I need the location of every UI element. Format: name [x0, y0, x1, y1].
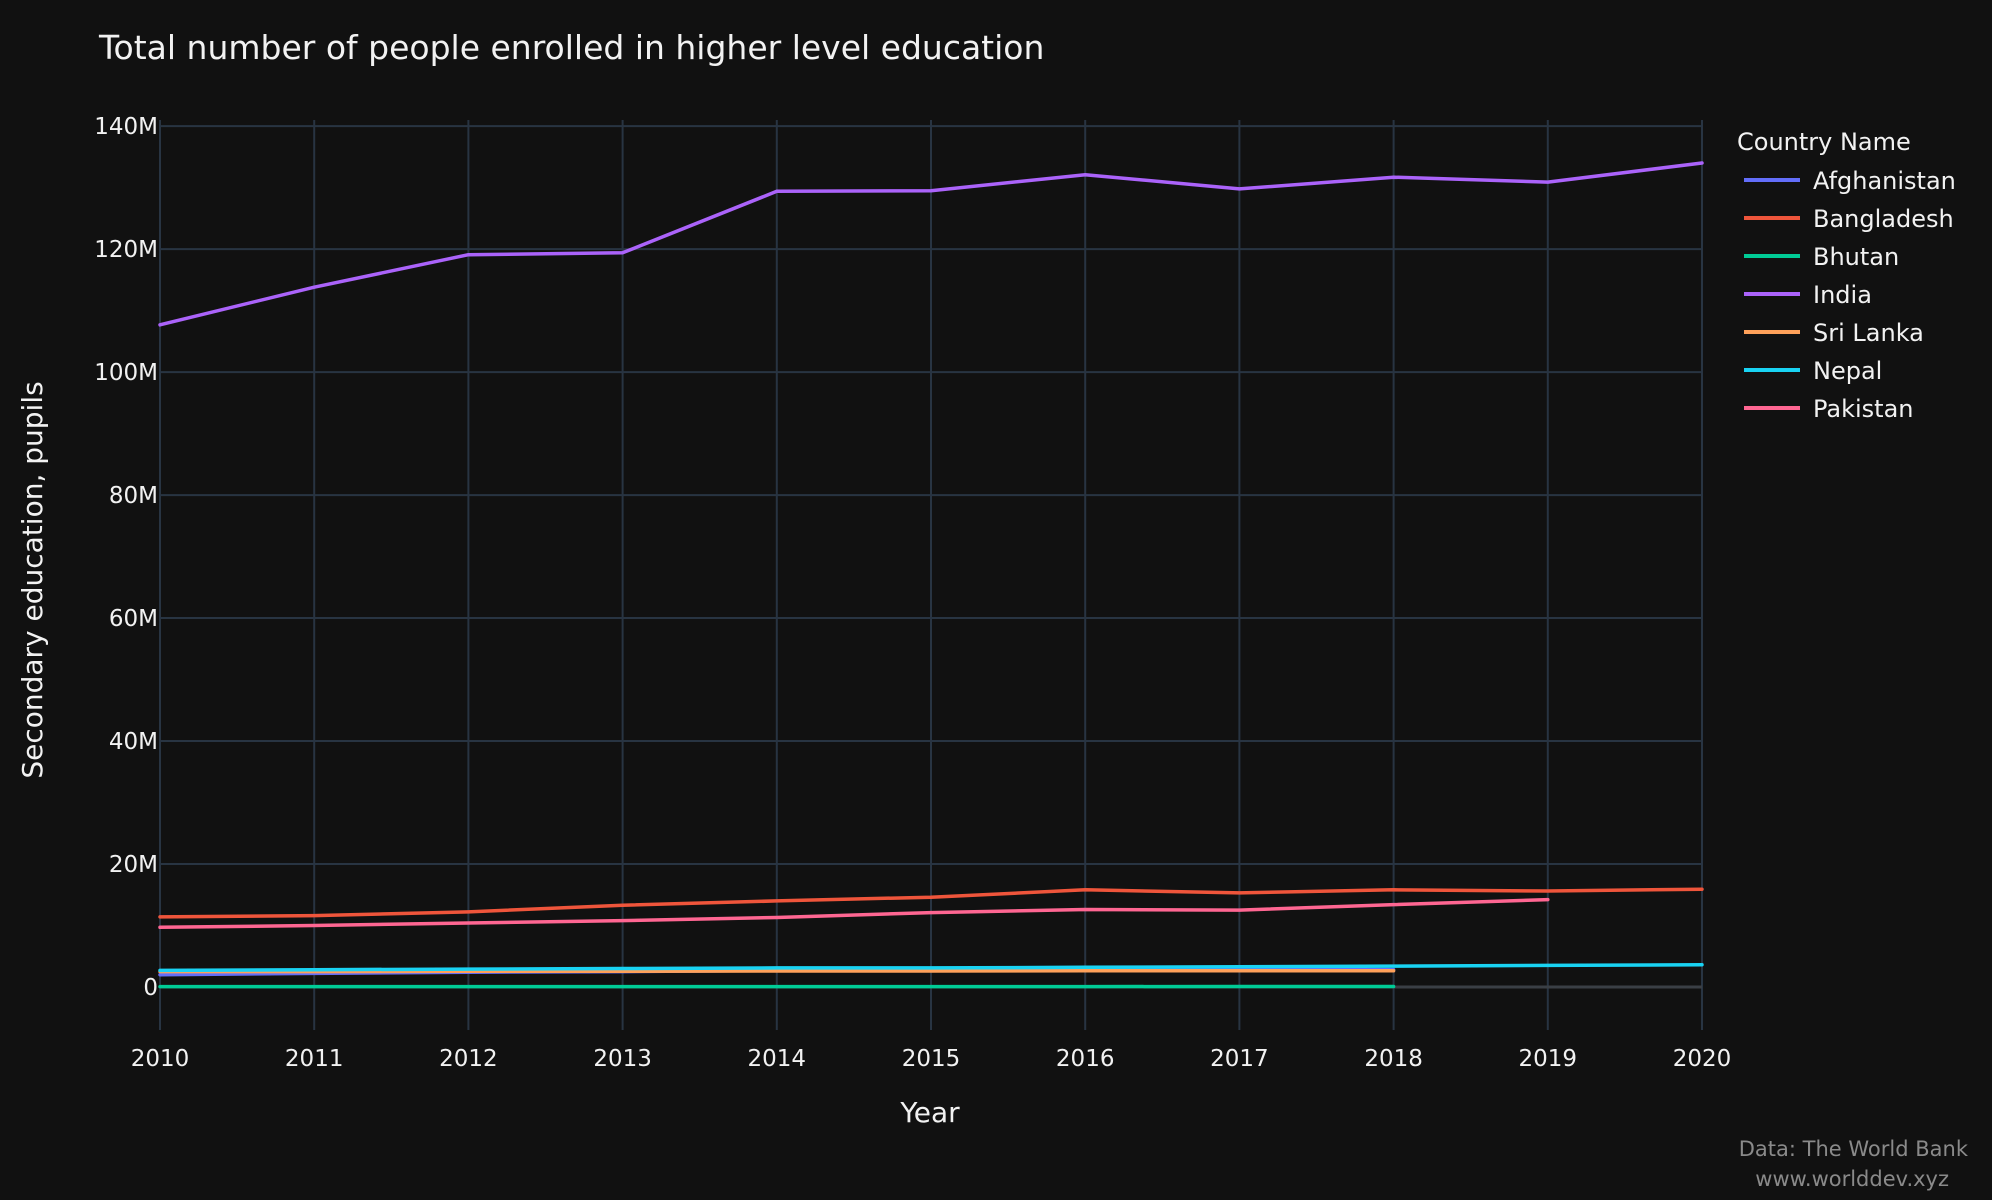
y-tick-label: 40M	[109, 729, 158, 755]
series-line-pakistan	[158, 897, 1550, 930]
y-axis-title: Secondary education, pupils	[16, 381, 49, 778]
y-tick-label: 60M	[109, 606, 158, 632]
x-tick-label: 2015	[902, 1046, 961, 1072]
legend-item[interactable]: Bangladesh	[1744, 205, 1954, 233]
x-tick-label: 2011	[285, 1046, 344, 1072]
gridlines	[159, 120, 1703, 1030]
legend-item[interactable]: Sri Lanka	[1744, 319, 1924, 347]
y-axis-ticks: 0 20M 40M 60M 80M 100M 120M 140M	[94, 114, 158, 1001]
x-tick-label: 2017	[1210, 1046, 1269, 1072]
x-tick-label: 2013	[593, 1046, 652, 1072]
legend-label: Bhutan	[1813, 243, 1899, 271]
y-tick-label: 20M	[109, 852, 158, 878]
legend-label: Bangladesh	[1813, 205, 1954, 233]
legend-label: India	[1813, 281, 1872, 309]
y-tick-label: 100M	[94, 360, 158, 386]
y-tick-label: 80M	[109, 483, 158, 509]
x-tick-label: 2012	[439, 1046, 498, 1072]
x-tick-label: 2019	[1519, 1046, 1578, 1072]
chart-title: Total number of people enrolled in highe…	[98, 28, 1044, 67]
legend-item[interactable]: Nepal	[1744, 357, 1882, 385]
y-tick-label: 140M	[94, 114, 158, 140]
legend: Country Name Afghanistan Bangladesh Bhutan…	[1737, 128, 1956, 423]
x-tick-label: 2014	[748, 1046, 807, 1072]
legend-item[interactable]: Bhutan	[1744, 243, 1899, 271]
legend-item[interactable]: Pakistan	[1744, 395, 1914, 423]
source-credit: Data: The World Bank	[1739, 1137, 1969, 1161]
series-line-india	[158, 161, 1704, 327]
series-lines	[158, 161, 1704, 989]
x-tick-label: 2018	[1364, 1046, 1423, 1072]
legend-label: Pakistan	[1813, 395, 1914, 423]
x-tick-label: 2016	[1056, 1046, 1115, 1072]
legend-item[interactable]: India	[1744, 281, 1872, 309]
x-axis-ticks: 2010 2011 2012 2013 2014 2015 2016 2017 2018 2019…	[131, 1046, 1732, 1072]
series-line-sri-lanka	[158, 968, 1396, 974]
legend-label: Sri Lanka	[1813, 319, 1924, 347]
y-tick-label: 0	[143, 975, 158, 1001]
y-tick-label: 120M	[94, 237, 158, 263]
legend-label: Afghanistan	[1813, 167, 1956, 195]
series-line-nepal	[158, 963, 1704, 973]
legend-item[interactable]: Afghanistan	[1744, 167, 1956, 195]
x-tick-label: 2020	[1673, 1046, 1732, 1072]
x-tick-label: 2010	[131, 1046, 190, 1072]
legend-label: Nepal	[1813, 357, 1882, 385]
series-line-bangladesh	[158, 887, 1704, 919]
legend-title: Country Name	[1737, 128, 1911, 156]
source-url: www.worlddev.xyz	[1755, 1167, 1949, 1191]
x-axis-title: Year	[899, 1096, 960, 1129]
